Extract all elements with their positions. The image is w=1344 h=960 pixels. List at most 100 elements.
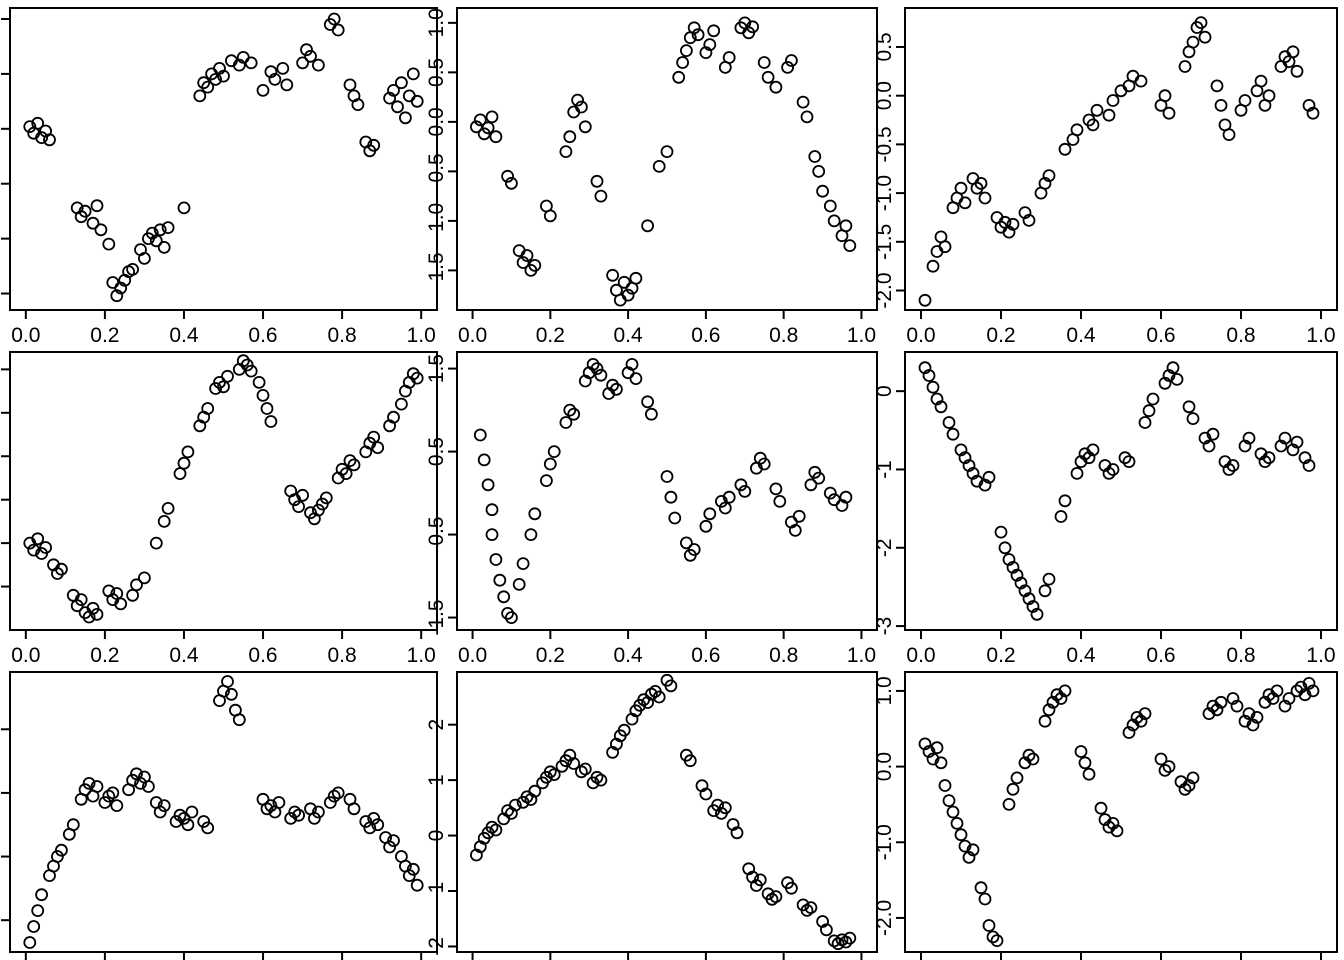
data-point [1186, 412, 1200, 426]
y-tick-label: -1.0 [425, 203, 448, 239]
data-point [1214, 695, 1228, 709]
data-point [918, 293, 932, 307]
data-point [367, 812, 381, 825]
data-point [217, 69, 230, 83]
data-point [994, 525, 1008, 539]
data-point [571, 93, 584, 107]
data-point [512, 578, 526, 591]
data-point [645, 407, 658, 421]
x-tick-label: 0.6 [1146, 324, 1175, 347]
data-point [707, 24, 721, 38]
y-tick-label: -0.5 [873, 126, 896, 162]
data-point [1278, 699, 1292, 713]
y-tick-label: -1.5 [425, 599, 448, 635]
data-point [193, 89, 207, 103]
data-point [1026, 752, 1040, 766]
data-point [617, 275, 631, 289]
data-point [1122, 726, 1136, 739]
data-point [224, 687, 238, 701]
x-tick-label: 0.8 [769, 324, 798, 347]
data-point [181, 818, 195, 832]
y-tick-label: 0.5 [425, 58, 448, 87]
data-point [343, 454, 357, 468]
data-point [1306, 106, 1320, 120]
data-point [761, 70, 775, 84]
data-point [307, 812, 321, 825]
data-point [1006, 782, 1020, 796]
data-point [942, 794, 956, 807]
data-point [185, 805, 199, 819]
data-point [652, 159, 666, 173]
data-point [149, 536, 163, 550]
data-point [1222, 463, 1236, 476]
data-point [481, 478, 495, 492]
data-point [922, 745, 936, 758]
data-point [398, 111, 412, 125]
data-point [244, 56, 258, 70]
data-point [625, 357, 639, 371]
data-point [387, 410, 400, 424]
data-point [516, 557, 530, 570]
data-point [1222, 128, 1236, 142]
data-point [738, 484, 752, 498]
data-point [497, 590, 511, 604]
data-point [406, 862, 420, 876]
data-point [78, 204, 92, 218]
data-point [660, 470, 674, 483]
data-point [773, 494, 787, 508]
data-point [796, 95, 810, 109]
data-point [699, 519, 713, 533]
data-point [1194, 16, 1208, 30]
data-point [406, 67, 420, 81]
data-point [1298, 688, 1312, 702]
data-point [1126, 718, 1140, 732]
data-point [217, 380, 230, 394]
data-point [1294, 680, 1308, 694]
data-point [934, 400, 948, 414]
data-point [1054, 692, 1068, 705]
data-point [1162, 106, 1176, 120]
data-point [31, 904, 45, 917]
data-point [730, 826, 744, 840]
x-tick-label: 0.6 [691, 324, 720, 347]
data-point [1210, 79, 1224, 93]
data-point [547, 445, 561, 459]
data-point [134, 777, 147, 790]
data-point [1122, 455, 1136, 469]
data-point [311, 805, 325, 819]
data-point [594, 773, 608, 787]
data-point [232, 58, 246, 72]
data-point [1290, 64, 1304, 78]
data-point [1290, 684, 1304, 698]
data-point [137, 251, 151, 265]
data-point [489, 553, 503, 566]
data-point [209, 73, 223, 86]
data-point [335, 462, 349, 476]
data-point [402, 89, 416, 103]
data-point [181, 445, 195, 459]
x-tick-label: 0.0 [11, 644, 40, 667]
x-tick-label: 0.4 [169, 644, 199, 667]
data-point [1114, 84, 1128, 98]
panel-border [456, 671, 878, 953]
data-point [260, 402, 274, 415]
x-tick-label: 0.2 [90, 324, 119, 347]
data-point [575, 100, 588, 114]
data-point [473, 428, 487, 442]
x-tick-label: 0.0 [906, 324, 935, 347]
data-point [1266, 692, 1280, 705]
data-point [703, 507, 717, 521]
data-point [594, 189, 608, 203]
y-tick-label: 2 [425, 719, 448, 731]
data-point [1182, 779, 1196, 792]
data-point [1134, 714, 1148, 728]
data-point [256, 84, 270, 97]
data-point [922, 369, 936, 382]
data-point [982, 470, 996, 484]
y-tick-label: -2 [873, 538, 896, 557]
data-point [942, 416, 956, 429]
panel-border [9, 7, 438, 311]
data-point [683, 754, 697, 768]
data-point [126, 588, 140, 602]
